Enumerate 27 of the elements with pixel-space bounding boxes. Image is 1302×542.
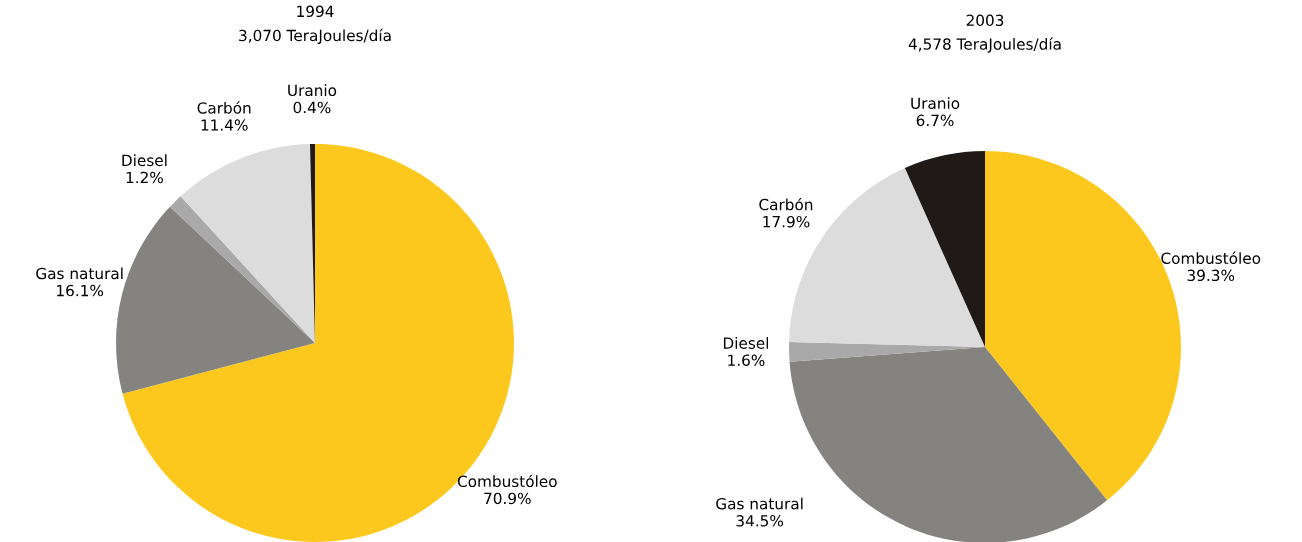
data-label: 11.4% (201, 119, 248, 131)
pie-slice (904, 151, 985, 347)
slice-label: Gas natural (36, 267, 123, 280)
slice-label: Carbón (759, 197, 813, 211)
data-label: 1.6% (728, 354, 765, 366)
slice-label: Gas natural (716, 497, 803, 510)
data-label: 34.5% (736, 515, 784, 527)
slice-label: Diesel (122, 154, 167, 167)
chart-subtitle: 4,578 TeraJoules/día (908, 37, 1061, 53)
data-label: 16.1% (57, 284, 104, 297)
data-label: 39.3% (1187, 269, 1235, 282)
data-label: 6.7% (916, 114, 954, 127)
pie-slice (180, 144, 315, 343)
data-label: 1.2% (126, 171, 163, 184)
chart-title: 2003 (966, 14, 1004, 27)
data-label: 0.4% (293, 101, 331, 114)
slice-label: Diesel (723, 337, 769, 349)
data-label: 70.9% (484, 492, 531, 505)
slice-label: Combustóleo (457, 474, 557, 488)
chart-title: 1994 (297, 5, 334, 18)
slice-label: Combustóleo (1161, 251, 1261, 264)
pie-slice (169, 196, 315, 343)
chart-subtitle: 3,070 TeraJoules/día (239, 28, 391, 45)
slice-label: Carbón (197, 101, 251, 114)
data-label: 17.9% (763, 215, 810, 228)
slice-label: Uranio (911, 97, 960, 110)
slice-label: Uranio (288, 84, 337, 97)
